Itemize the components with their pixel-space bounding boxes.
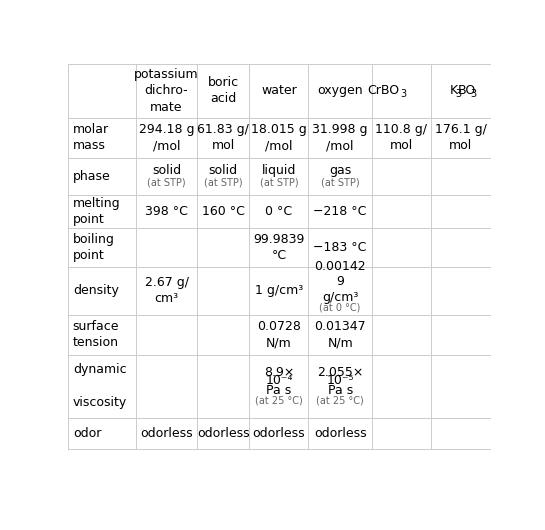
Text: (at STP): (at STP)	[147, 177, 186, 187]
Text: odorless: odorless	[197, 427, 250, 440]
Text: (at STP): (at STP)	[321, 177, 360, 187]
Text: 99.9839
°C: 99.9839 °C	[253, 233, 305, 262]
Text: 61.83 g/
mol: 61.83 g/ mol	[197, 123, 249, 152]
Text: −218 °C: −218 °C	[313, 205, 367, 218]
Text: K: K	[450, 84, 458, 97]
Text: solid: solid	[152, 164, 181, 177]
Text: (at STP): (at STP)	[204, 177, 243, 187]
Text: dynamic

viscosity: dynamic viscosity	[73, 363, 127, 409]
Text: −183 °C: −183 °C	[313, 241, 367, 254]
Text: 8.9×: 8.9×	[264, 366, 294, 379]
Text: 3: 3	[400, 89, 406, 99]
Text: 294.18 g
/mol: 294.18 g /mol	[139, 123, 195, 152]
Text: density: density	[73, 284, 119, 297]
Text: 0.01347
N/m: 0.01347 N/m	[314, 320, 366, 349]
Text: (at STP): (at STP)	[259, 177, 298, 187]
Text: odorless: odorless	[140, 427, 193, 440]
Text: CrBO: CrBO	[368, 84, 400, 97]
Text: 31.998 g
/mol: 31.998 g /mol	[312, 123, 368, 152]
Text: 110.8 g/
mol: 110.8 g/ mol	[376, 123, 427, 152]
Text: solid: solid	[209, 164, 238, 177]
Text: 160 °C: 160 °C	[202, 205, 245, 218]
Text: surface
tension: surface tension	[73, 320, 119, 349]
Text: odorless: odorless	[314, 427, 366, 440]
Text: potassium
dichro-
mate: potassium dichro- mate	[134, 67, 199, 113]
Text: 18.015 g
/mol: 18.015 g /mol	[251, 123, 307, 152]
Text: molar
mass: molar mass	[73, 123, 109, 152]
Text: water: water	[261, 84, 297, 97]
Text: 10⁻⁴: 10⁻⁴	[265, 374, 293, 387]
Text: 1 g/cm³: 1 g/cm³	[255, 284, 303, 297]
Text: Pa s: Pa s	[267, 384, 292, 396]
Text: 10⁻⁵: 10⁻⁵	[326, 374, 354, 387]
Text: odorless: odorless	[253, 427, 305, 440]
Text: BO: BO	[458, 84, 476, 97]
Text: liquid: liquid	[262, 164, 296, 177]
Text: (at 25 °C): (at 25 °C)	[316, 395, 364, 405]
Text: (at 25 °C): (at 25 °C)	[255, 395, 303, 405]
Text: boric
acid: boric acid	[208, 76, 239, 105]
Text: melting
point: melting point	[73, 197, 120, 226]
Text: Pa s: Pa s	[328, 384, 353, 396]
Text: boiling
point: boiling point	[73, 233, 114, 262]
Text: 3: 3	[470, 89, 476, 99]
Text: 398 °C: 398 °C	[145, 205, 188, 218]
Text: oxygen: oxygen	[317, 84, 363, 97]
Text: 0.0728
N/m: 0.0728 N/m	[257, 320, 301, 349]
Text: 0.00142
9
g/cm³: 0.00142 9 g/cm³	[314, 260, 366, 304]
Text: 0 °C: 0 °C	[265, 205, 293, 218]
Text: 2.055×: 2.055×	[317, 366, 364, 379]
Text: gas: gas	[329, 164, 352, 177]
Text: phase: phase	[73, 170, 111, 182]
Text: 3: 3	[455, 89, 462, 99]
Text: odor: odor	[73, 427, 101, 440]
Text: 2.67 g/
cm³: 2.67 g/ cm³	[144, 276, 189, 305]
Text: (at 0 °C): (at 0 °C)	[319, 303, 361, 313]
Text: 176.1 g/
mol: 176.1 g/ mol	[435, 123, 487, 152]
